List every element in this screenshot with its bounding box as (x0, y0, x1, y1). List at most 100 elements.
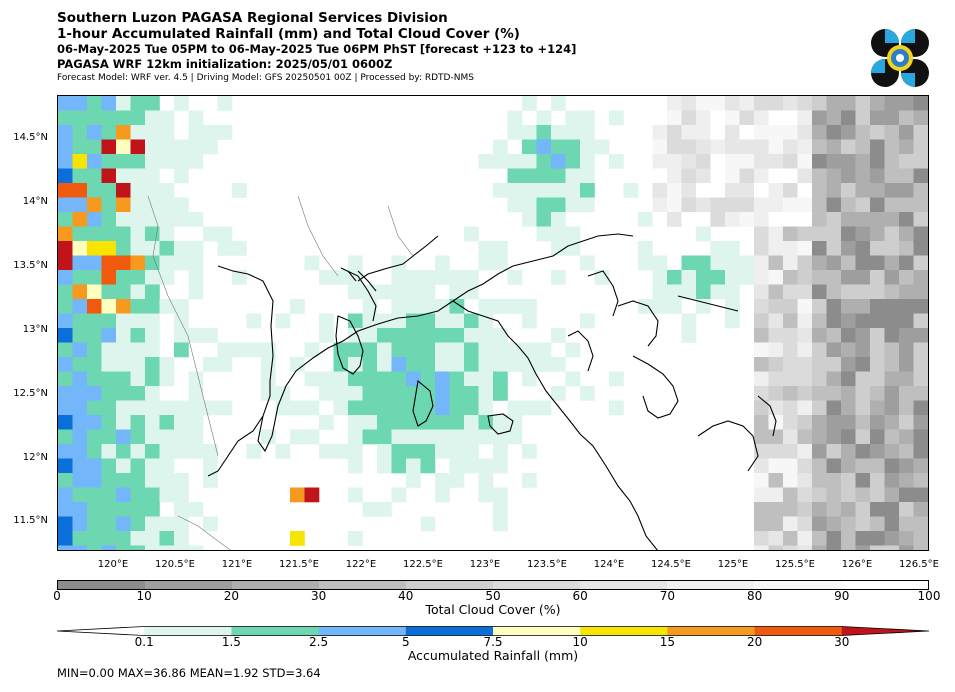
grid-cell (797, 415, 813, 430)
grid-cell (812, 125, 827, 140)
grid-cell (72, 502, 88, 517)
grid-cell (145, 168, 160, 184)
grid-cell (377, 371, 392, 387)
grid-cell (928, 183, 929, 198)
grid-cell (812, 342, 827, 358)
grid-cell (348, 255, 363, 271)
grid-cell (174, 429, 189, 445)
grid-cell (174, 342, 189, 358)
grid-cell (72, 531, 88, 546)
grid-cell (464, 371, 479, 387)
grid-cell (188, 270, 204, 285)
colorbar-segment (232, 581, 319, 589)
grid-cell (406, 328, 421, 343)
grid-cell (493, 516, 508, 532)
grid-cell (464, 400, 479, 416)
coastline (340, 267, 377, 322)
coastline (412, 379, 434, 427)
grid-cell (812, 226, 827, 242)
grid-cell (667, 212, 682, 227)
grid-cell (536, 226, 552, 242)
grid-cell (130, 400, 146, 416)
grid-cell (464, 444, 479, 459)
grid-cell (522, 96, 537, 111)
grid-cell (812, 212, 827, 227)
grid-cell (58, 458, 73, 474)
grid-cell (101, 400, 117, 416)
grid-cell (116, 139, 131, 155)
coastline (697, 420, 759, 472)
grid-cell (826, 168, 842, 184)
grid-cell (768, 386, 784, 401)
grid-cell (391, 284, 407, 300)
grid-cell (797, 96, 813, 111)
grid-cell (406, 284, 421, 300)
grid-cell (145, 96, 160, 111)
grid-cell (362, 429, 378, 445)
grid-cell (348, 270, 363, 285)
grid-cell (710, 154, 726, 169)
grid-cell (681, 110, 697, 126)
grid-cell (536, 212, 552, 227)
grid-cell (87, 299, 102, 314)
grid-cell (739, 110, 755, 126)
grid-cell (696, 110, 711, 126)
grid-cell (812, 531, 827, 546)
grid-cell (928, 517, 929, 532)
grid-cell (899, 241, 914, 256)
grid-cell (754, 473, 769, 488)
grid-cell (739, 125, 755, 140)
grid-cell (754, 429, 769, 445)
grid-cell (101, 270, 117, 285)
grid-cell (667, 96, 682, 111)
grid-cell (145, 357, 160, 372)
grid-cell (768, 502, 784, 517)
grid-cell (913, 168, 928, 184)
grid-cell (841, 415, 856, 430)
grid-cell (58, 125, 73, 140)
grid-cell (130, 110, 146, 126)
grid-cell (855, 212, 871, 227)
grid-cell (391, 400, 407, 416)
grid-cell (841, 342, 856, 358)
grid-cell (580, 139, 595, 155)
grid-cell (783, 241, 798, 256)
grid-cell (507, 415, 523, 430)
grid-cell (754, 313, 769, 329)
grid-cell (87, 429, 102, 445)
grid-cell (145, 197, 160, 213)
grid-cell (145, 313, 160, 329)
grid-cell (928, 430, 929, 445)
grid-cell (275, 444, 291, 459)
grid-cell (449, 415, 465, 430)
grid-cell (319, 270, 334, 285)
grid-cell (870, 125, 885, 140)
grid-cell (884, 502, 900, 517)
grid-cell (797, 139, 813, 155)
grid-cell (101, 342, 117, 358)
grid-cell (899, 110, 914, 126)
pagasa-logo-icon (871, 29, 929, 87)
grid-cell (797, 545, 813, 550)
grid-cell (855, 371, 871, 387)
grid-cell (72, 371, 88, 387)
grid-cell (710, 110, 726, 126)
grid-cell (101, 371, 117, 387)
grid-cell (174, 139, 189, 155)
grid-cell (435, 270, 450, 285)
grid-cell (72, 429, 88, 445)
grid-cell (116, 458, 131, 474)
grid-cell (812, 154, 827, 169)
grid-cell (58, 444, 73, 459)
grid-cell (783, 313, 798, 329)
grid-cell (493, 458, 508, 474)
grid-cell (159, 400, 175, 416)
grid-cell (913, 284, 928, 300)
grid-cell (841, 255, 856, 271)
grid-cell (768, 531, 784, 546)
grid-cell (928, 531, 929, 546)
grid-cell (826, 110, 842, 126)
grid-cell (652, 110, 668, 126)
grid-cell (217, 96, 233, 111)
grid-cell (739, 183, 755, 198)
